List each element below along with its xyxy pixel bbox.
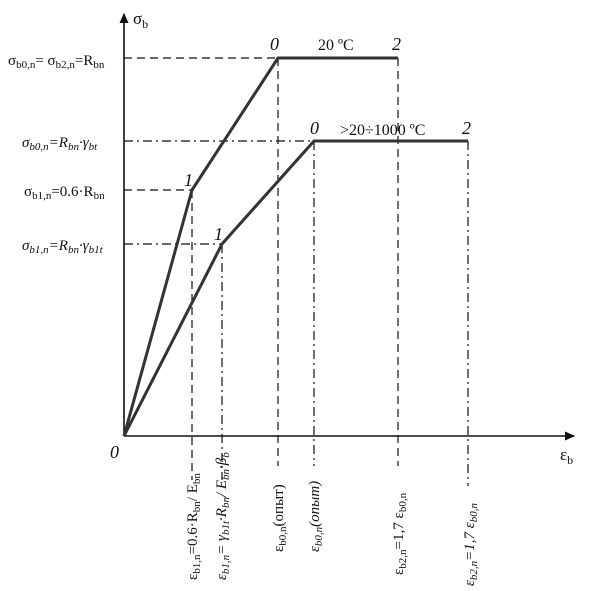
y-axis-label: σb: [133, 9, 148, 31]
x-axis-label: εb: [560, 445, 573, 467]
label-eb1n-t: εb1,n= γb1t·Rbn/ Ebn·βb: [214, 452, 232, 580]
curve-20c: [122, 56, 398, 437]
curve-high-temp: [122, 139, 468, 437]
curve-20c-name: 20 ºC: [318, 37, 354, 54]
label-eb0n-exp: εb0,n(опыт): [271, 484, 289, 552]
curve-high-point-1: 1: [214, 224, 223, 244]
label-eb2n: εb2,n=1,7 εb0,n: [391, 492, 409, 575]
curve-20c-point-1: 1: [184, 170, 193, 190]
label-sb0n: σb0,n= σb2,n=Rbn: [8, 53, 105, 71]
label-sb1n-t: σb1,n=Rbn·γb1t: [22, 238, 104, 256]
label-sb0n-t: σb0,n=Rbn·γbt: [22, 135, 98, 153]
curve-high-point-2: 2: [462, 118, 471, 138]
label-eb2n-t: εb2,n=1,7 εb0,n: [462, 503, 480, 586]
label-eb0n-exp-t: εb0,n(опыт): [307, 481, 325, 552]
curve-high-name: >20÷1000 ºC: [340, 122, 425, 139]
curve-20c-point-0: 0: [270, 34, 279, 54]
label-sb1n: σb1,n=0.6·Rbn: [24, 184, 105, 202]
curve-20c-point-2: 2: [392, 34, 401, 54]
origin-label: 0: [110, 442, 119, 462]
label-eb1n: εb1,n=0.6·Rbn/ Ebn: [185, 473, 203, 580]
curve-high-point-0: 0: [310, 118, 319, 138]
